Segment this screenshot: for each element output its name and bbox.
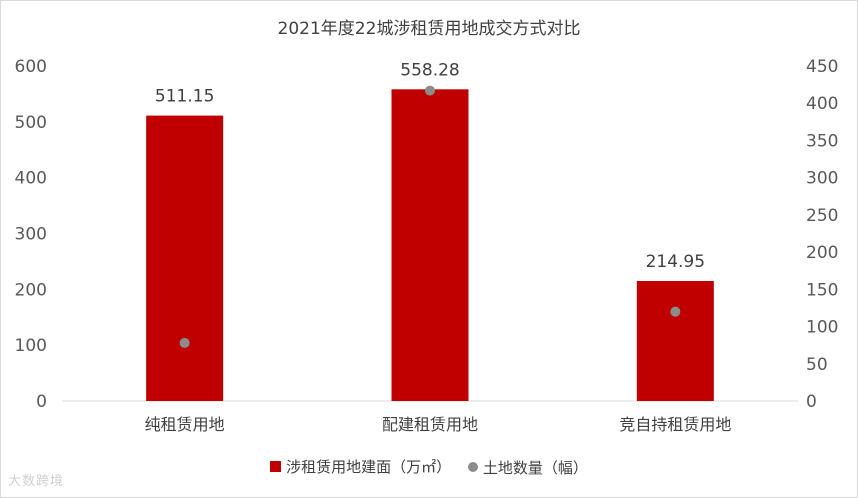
y-right-tick-label: 150 (806, 280, 838, 300)
watermark-logo: 大数跨境 (8, 470, 64, 489)
y-right-tick-label: 250 (806, 206, 838, 226)
legend: 涉租赁用地建面（万㎡） 土地数量（幅） (0, 456, 858, 478)
y-left-tick-label: 400 (15, 169, 47, 189)
legend-label-area: 涉租赁用地建面（万㎡） (286, 458, 452, 476)
y-left-tick-label: 600 (15, 57, 47, 77)
y-right-tick-label: 300 (806, 169, 838, 189)
watermark-text: 大数跨境 (8, 474, 65, 489)
x-tick-label: 配建租赁用地 (382, 415, 478, 434)
bar (636, 280, 714, 401)
y-left-tick-label: 100 (15, 336, 47, 356)
bar (391, 89, 469, 401)
data-label: 558.28 (400, 60, 459, 80)
y-right-tick-label: 450 (806, 57, 838, 77)
y-right-tick-label: 0 (806, 392, 817, 412)
chart-title: 2021年度22城涉租赁用地成交方式对比 (277, 19, 581, 39)
scatter-point (179, 337, 190, 348)
x-tick-label: 纯租赁用地 (145, 415, 225, 434)
scatter-point (425, 85, 435, 96)
legend-swatch-bar (270, 461, 282, 472)
bar (146, 115, 224, 402)
y-left-tick-label: 200 (15, 280, 47, 300)
y-left-tick-label: 300 (15, 225, 47, 245)
legend-item-count: 土地数量（幅） (467, 457, 588, 478)
y-right-tick-label: 350 (806, 131, 838, 151)
y-right-tick-label: 400 (806, 94, 838, 114)
y-right-tick-label: 200 (806, 243, 838, 263)
legend-item-area: 涉租赁用地建面（万㎡） (270, 456, 451, 477)
y-left-tick-label: 0 (36, 392, 47, 412)
scatter-point (670, 306, 681, 317)
data-label: 214.95 (646, 252, 705, 272)
y-right-tick-label: 100 (806, 318, 838, 338)
y-right-tick-label: 50 (806, 355, 828, 375)
legend-swatch-dot (467, 462, 478, 472)
data-label: 511.15 (155, 87, 214, 107)
y-left-tick-label: 500 (15, 113, 47, 133)
legend-label-count: 土地数量（幅） (482, 458, 588, 477)
x-tick-label: 竞自持租赁用地 (619, 415, 731, 434)
